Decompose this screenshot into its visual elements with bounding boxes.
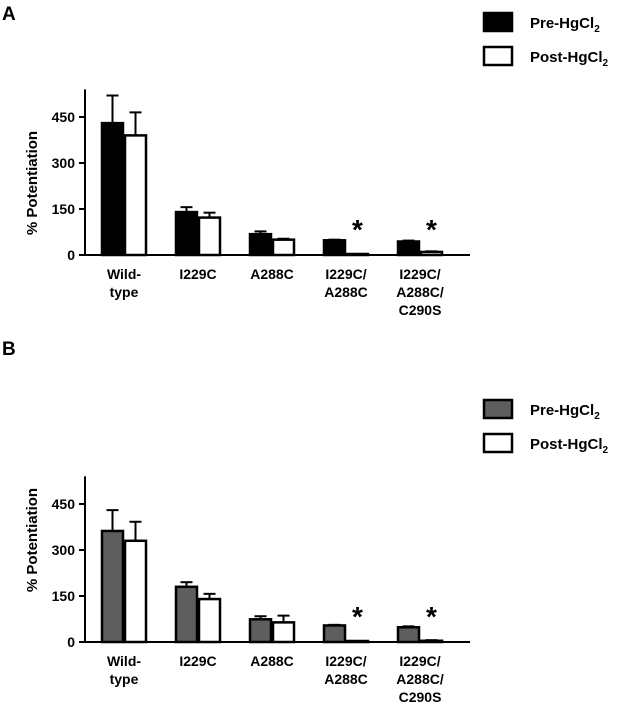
- legend-swatch-pre: [482, 11, 514, 33]
- bar: [248, 232, 273, 257]
- legend-b: Pre-HgCl2 Post-HgCl2: [482, 398, 609, 456]
- y-axis-title: % Potentiation: [24, 131, 41, 235]
- bar: [322, 239, 347, 257]
- bar: [197, 597, 222, 644]
- x-tick-label: Wild-type: [107, 653, 141, 687]
- panel-b: B % Potentiation 0 150 300 450 Wild-type I229…: [2, 339, 609, 705]
- plot-area-b: 0 150 300 450 Wild-type I229C A288C I229C/A288C…: [52, 476, 470, 705]
- legend-label-post: Post-HgCl2: [530, 49, 609, 69]
- y-tick-label: 150: [52, 588, 76, 604]
- significance-asterisk: *: [426, 214, 437, 245]
- legend-swatch-post: [482, 432, 514, 454]
- bar: [174, 210, 199, 257]
- legend-a: Pre-HgCl2 Post-HgCl2: [482, 11, 609, 69]
- legend-label-pre: Pre-HgCl2: [530, 402, 600, 422]
- significance-asterisk: *: [352, 214, 363, 245]
- panel-a: A % Potentiation 0 150 300 450 Wild-type I229…: [2, 4, 609, 318]
- x-tick-label: I229C/A288C/C290S: [396, 266, 444, 318]
- bar: [248, 618, 273, 644]
- legend-swatch-pre: [482, 398, 514, 420]
- x-tick-label: A288C: [250, 653, 294, 669]
- y-tick-label: 300: [52, 542, 76, 558]
- x-tick-label: I229C/A288C: [324, 266, 368, 300]
- legend-swatch-post: [482, 45, 514, 67]
- x-tick-label: Wild-type: [107, 266, 141, 300]
- y-tick-label: 150: [52, 201, 76, 217]
- y-tick-label: 450: [52, 109, 76, 125]
- bar: [123, 134, 148, 257]
- y-axis-title: % Potentiation: [24, 488, 41, 592]
- bar: [396, 626, 421, 644]
- y-tick-label: 0: [67, 634, 75, 650]
- bar: [100, 121, 125, 257]
- bar: [322, 624, 347, 644]
- bar: [419, 250, 444, 257]
- significance-asterisk: *: [352, 601, 363, 632]
- bar: [123, 539, 148, 644]
- x-tick-label: I229C: [179, 266, 216, 282]
- legend-label-post: Post-HgCl2: [530, 436, 609, 456]
- y-axis-title-b: % Potentiation: [24, 488, 41, 592]
- bar: [271, 238, 296, 257]
- bar: [174, 585, 199, 644]
- x-tick-label: I229C: [179, 653, 216, 669]
- panel-letter-b: B: [2, 339, 16, 360]
- y-tick-label: 300: [52, 155, 76, 171]
- legend-label-pre: Pre-HgCl2: [530, 15, 600, 35]
- x-tick-label: A288C: [250, 266, 294, 282]
- bar: [100, 529, 125, 644]
- x-tick-label: I229C/A288C: [324, 653, 368, 687]
- plot-area-a: 0 150 300 450 Wild-type I229C A288C I229C/A288C…: [52, 89, 470, 318]
- bar: [271, 621, 296, 644]
- x-tick-label: I229C/A288C/C290S: [396, 653, 444, 705]
- y-tick-label: 450: [52, 496, 76, 512]
- bar: [396, 240, 421, 257]
- significance-asterisk: *: [426, 601, 437, 632]
- y-tick-label: 0: [67, 247, 75, 263]
- panel-letter-a: A: [2, 4, 16, 25]
- bar: [197, 216, 222, 257]
- y-axis-title-a: % Potentiation: [24, 131, 41, 235]
